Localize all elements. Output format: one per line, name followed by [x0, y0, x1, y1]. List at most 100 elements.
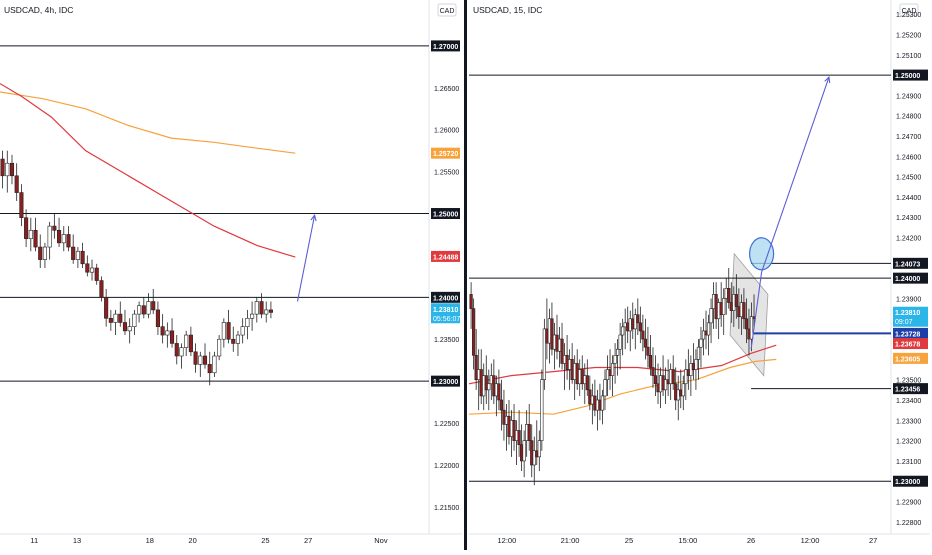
- left-candle-body: [170, 330, 175, 344]
- left-candle-body: [137, 305, 142, 315]
- left-forecast-path: [296, 215, 316, 302]
- right-candle-body: [628, 318, 632, 332]
- left-candle-body: [231, 338, 236, 344]
- right-candle-body: [623, 322, 627, 328]
- left-candle-body: [61, 234, 66, 244]
- right-x-tick-label: 21:00: [561, 536, 580, 545]
- left-candle-body: [9, 162, 15, 177]
- left-level-tag: [431, 375, 460, 387]
- right-candle-body: [482, 375, 486, 397]
- right-candle-body: [681, 383, 685, 397]
- right-y-tick-label: 1.22900: [896, 500, 921, 507]
- right-candle-body: [631, 318, 635, 330]
- left-candle-body: [28, 229, 33, 239]
- left-candle-body: [47, 225, 52, 248]
- right-y-tick-label: 1.25200: [896, 32, 921, 39]
- right-x-tick-label: 15:00: [679, 536, 698, 545]
- right-candle-body: [613, 355, 617, 364]
- left-candle-body: [132, 313, 137, 327]
- right-candle-body: [712, 294, 716, 309]
- right-candle-body: [583, 375, 587, 385]
- left-candle-body: [217, 338, 222, 357]
- right-forecast-path: [750, 76, 830, 350]
- right-candle-body: [484, 375, 488, 391]
- right-level-tag: [893, 272, 928, 284]
- right-candle-body: [732, 294, 736, 311]
- right-candle-body: [487, 383, 491, 391]
- left-candle-body: [94, 267, 99, 281]
- right-candle-body: [605, 369, 610, 380]
- left-candle-body: [160, 326, 165, 336]
- right-level-tag: [893, 475, 928, 487]
- right-candle-body: [610, 363, 615, 376]
- left-candle-body: [245, 317, 250, 327]
- left-candle-body: [174, 343, 179, 357]
- left-candle-body: [188, 334, 193, 353]
- right-x-tick-label: 26: [747, 536, 755, 545]
- left-price-tag: [431, 303, 460, 324]
- left-candle-body: [57, 229, 62, 244]
- right-candle-body: [509, 420, 514, 437]
- left-price-tag-label: 1.23810: [433, 307, 458, 314]
- right-candle-body: [633, 314, 637, 330]
- left-level-tag-label: 1.27000: [433, 44, 458, 51]
- right-y-tick-label: 1.23900: [896, 296, 921, 303]
- left-candle-body: [38, 246, 43, 260]
- right-candle-body: [472, 308, 476, 356]
- right-candle-body: [497, 383, 501, 401]
- left-currency-badge-box: [437, 3, 457, 17]
- right-currency-badge: CAD: [902, 8, 917, 15]
- left-level-tag: [431, 291, 460, 303]
- left-candle-body: [264, 309, 269, 315]
- right-candle-body: [545, 328, 549, 344]
- right-candle-body: [499, 399, 504, 411]
- right-candle-body: [749, 316, 754, 340]
- right-price-tag: [893, 327, 928, 339]
- right-price-tag-label: 1.23728: [895, 331, 920, 338]
- right-candle-body: [573, 363, 577, 380]
- right-candle-body: [557, 338, 562, 352]
- left-forecast-arrowhead: [310, 213, 317, 222]
- left-candle-body: [254, 301, 259, 315]
- left-candle-body: [184, 334, 189, 348]
- right-candle-body: [691, 363, 695, 370]
- right-ma-red-line: [468, 344, 777, 385]
- right-y-tick-label: 1.24300: [896, 215, 921, 222]
- right-candle-body: [568, 359, 572, 370]
- left-panel: USDCAD, 4h, IDC CAD 1.26500 1.26000 1.25500 1…: [0, 0, 462, 545]
- left-candle-body: [33, 229, 38, 248]
- left-candle-body: [75, 250, 80, 260]
- right-candle-body: [709, 308, 713, 324]
- left-x-tick-label: 11: [30, 536, 38, 545]
- right-y-tick-label: 1.23400: [896, 398, 921, 405]
- left-candle-body: [24, 217, 29, 239]
- right-candle-body: [517, 430, 521, 445]
- right-candle-body: [608, 369, 612, 376]
- right-symbol-label: USDCAD, 15, IDC: [473, 5, 542, 15]
- right-x-tick-label: 27: [869, 536, 877, 545]
- right-candle-body: [552, 334, 557, 350]
- right-price-tag-label: 1.23678: [895, 342, 920, 349]
- right-candle-body: [638, 322, 642, 332]
- right-level-tag-label: 1.23456: [895, 387, 920, 394]
- right-candle-body: [512, 420, 516, 441]
- right-candle-body: [727, 288, 731, 303]
- left-price-tag: [431, 147, 460, 159]
- right-candle-body: [684, 369, 688, 385]
- right-x-tick-label: 12:00: [497, 536, 516, 545]
- left-price-tag-label: 1.25720: [433, 151, 458, 158]
- right-y-tick-label: 1.24700: [896, 134, 921, 141]
- right-candle-body: [704, 330, 708, 336]
- right-candle-body: [643, 338, 647, 348]
- right-candle-body: [550, 318, 554, 350]
- left-candle-body: [127, 326, 132, 332]
- right-candle-body: [656, 383, 660, 393]
- right-candle-body: [722, 298, 726, 316]
- right-candle-body: [580, 369, 584, 385]
- right-candle-body: [661, 375, 665, 391]
- left-level-tag-label: 1.23000: [433, 379, 458, 386]
- left-y-tick-label: 1.21500: [434, 505, 459, 512]
- right-level-tag: [893, 383, 928, 395]
- right-candle-body: [507, 415, 511, 437]
